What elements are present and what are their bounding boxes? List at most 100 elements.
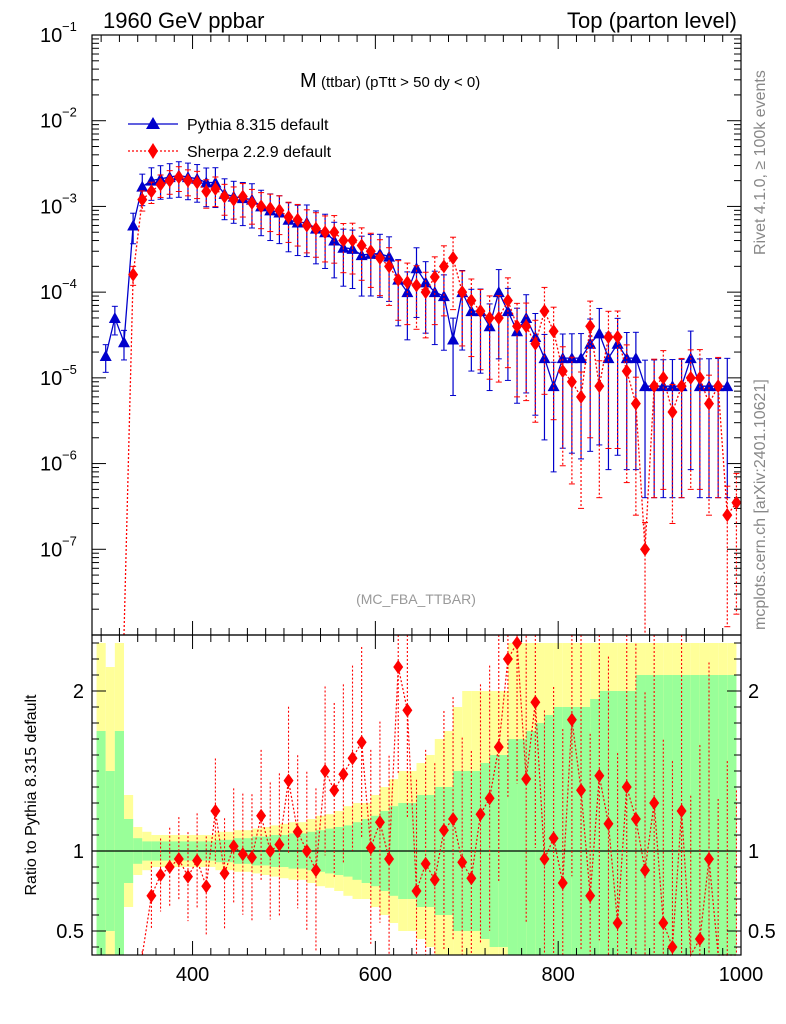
ratio-point xyxy=(411,884,422,898)
data-point xyxy=(320,225,331,240)
ratio-point xyxy=(548,831,559,846)
data-point xyxy=(99,349,112,361)
data-point xyxy=(201,184,212,199)
y-tick-exponent: −3 xyxy=(62,190,77,205)
ratio-y-tick-label-right: 2 xyxy=(748,681,759,703)
data-point xyxy=(356,238,367,253)
y-tick-exponent: −2 xyxy=(62,105,77,120)
series-sherpa xyxy=(120,166,742,636)
data-point xyxy=(575,352,588,364)
data-point xyxy=(265,201,276,216)
data-point xyxy=(145,174,158,186)
ratio-point xyxy=(612,916,623,930)
header-left-label: 1960 GeV ppbar xyxy=(103,8,264,33)
ratio-point xyxy=(192,853,203,868)
ratio-point xyxy=(155,868,166,882)
data-point xyxy=(428,286,441,298)
band-inner xyxy=(709,675,719,955)
band-inner xyxy=(645,675,655,955)
data-point xyxy=(521,319,532,334)
main-panel: 10−110−210−310−410−510−610−7 M (ttbar) (… xyxy=(40,19,742,636)
rivet-version-label: Rivet 4.1.0, ≥ 100k events xyxy=(752,70,769,255)
data-point xyxy=(420,285,431,300)
y-tick-exponent: −7 xyxy=(62,533,77,548)
ratio-point xyxy=(594,768,605,783)
ratio-point xyxy=(466,871,477,886)
data-point xyxy=(173,170,184,185)
ratio-point xyxy=(475,807,486,822)
ratio-point xyxy=(438,823,449,838)
legend: Pythia 8.315 default Sherpa 2.2.9 defaul… xyxy=(128,117,332,161)
data-point xyxy=(329,225,340,240)
data-point xyxy=(365,244,376,259)
data-point xyxy=(684,352,697,364)
data-point xyxy=(393,272,404,287)
data-point xyxy=(584,337,597,349)
header-right-label: Top (parton level) xyxy=(567,8,737,33)
data-point xyxy=(219,189,230,204)
plot-title-main: M xyxy=(300,70,317,92)
ratio-y-tick-label-left: 1 xyxy=(73,841,84,863)
ratio-y-tick-label-left: 0.5 xyxy=(56,921,84,943)
ratio-point xyxy=(164,860,175,874)
data-point xyxy=(548,324,559,339)
band-inner xyxy=(526,731,536,955)
band-inner xyxy=(727,675,737,955)
data-point xyxy=(347,233,358,248)
ratio-series-layer xyxy=(141,635,737,958)
data-point xyxy=(301,218,312,233)
data-point xyxy=(676,379,687,394)
data-point xyxy=(465,305,478,317)
data-point xyxy=(237,189,248,204)
data-point xyxy=(492,286,505,298)
data-point xyxy=(593,327,606,339)
data-point xyxy=(256,199,267,214)
data-point xyxy=(200,176,213,188)
ratio-point xyxy=(256,808,267,823)
band-inner xyxy=(699,675,710,955)
ratio-point xyxy=(649,796,660,810)
ratio-point xyxy=(210,804,221,818)
ratio-point xyxy=(228,839,239,854)
band-inner xyxy=(617,691,627,955)
band-inner xyxy=(544,715,554,955)
y-tick-label: 10 xyxy=(40,282,62,304)
data-point xyxy=(402,275,413,290)
data-point xyxy=(374,251,385,266)
data-point xyxy=(629,352,642,364)
y-tick-label: 10 xyxy=(40,539,62,561)
data-point xyxy=(137,192,148,207)
x-tick-label: 400 xyxy=(176,964,209,986)
ratio-point xyxy=(557,876,568,890)
band-inner xyxy=(562,707,572,955)
ratio-point xyxy=(402,703,413,718)
y-tick-label: 10 xyxy=(40,196,62,218)
ratio-y-tick-label-left: 2 xyxy=(73,681,84,703)
data-point xyxy=(355,249,368,261)
data-point xyxy=(182,173,193,188)
data-point xyxy=(649,379,660,394)
main-y-tick-labels: 10−110−210−310−410−510−610−7 xyxy=(40,19,77,561)
y-tick-label: 10 xyxy=(40,454,62,476)
data-point xyxy=(310,221,321,236)
ratio-point xyxy=(310,863,321,878)
ratio-point xyxy=(320,764,331,778)
data-point xyxy=(384,259,395,274)
data-point xyxy=(538,352,551,364)
band-inner xyxy=(96,731,106,955)
ratio-point xyxy=(393,660,404,674)
data-point xyxy=(602,352,615,364)
ratio-point xyxy=(448,812,459,826)
data-point xyxy=(108,311,121,323)
ratio-point xyxy=(329,783,340,798)
data-point xyxy=(612,329,623,344)
ratio-y-axis-label: Ratio to Pythia 8.315 default xyxy=(23,694,40,896)
data-point xyxy=(731,495,742,510)
data-point xyxy=(621,364,632,379)
ratio-point xyxy=(283,773,294,788)
data-point xyxy=(448,251,459,266)
band-inner xyxy=(608,691,618,955)
ratio-point xyxy=(365,840,376,855)
mcplots-label: mcplots.cern.ch [arXiv:2401.10621] xyxy=(752,379,769,630)
data-point xyxy=(530,336,541,351)
